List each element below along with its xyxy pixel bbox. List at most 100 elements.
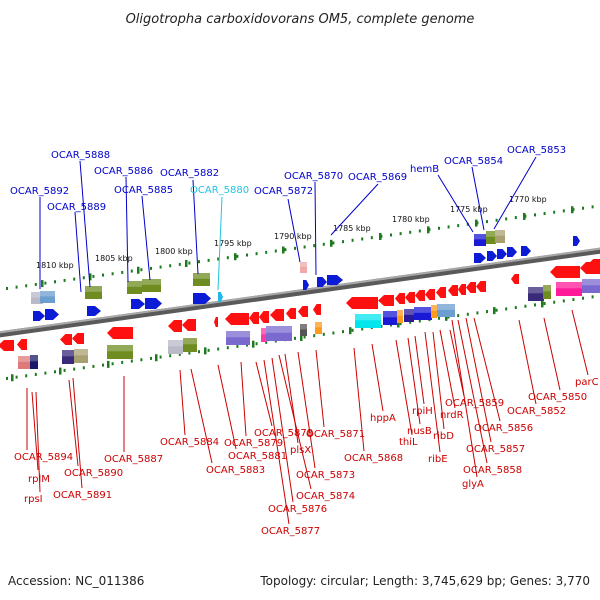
gene-arrow[interactable] [214,317,218,327]
gene-label[interactable]: OCAR_5870 [284,171,343,182]
domain-box[interactable] [495,230,505,243]
gene-label[interactable]: OCAR_5850 [528,392,587,403]
gene-label[interactable]: plsX [290,445,311,456]
domain-box[interactable] [226,331,250,345]
gene-label[interactable]: OCAR_5892 [10,186,69,197]
gene-arrow[interactable] [395,293,405,304]
gene-label[interactable]: OCAR_5883 [206,465,265,476]
domain-box[interactable] [62,350,74,364]
gene-label[interactable]: OCAR_5881 [228,451,287,462]
gene-arrow[interactable] [145,298,162,309]
domain-box[interactable] [397,310,403,323]
domain-box[interactable] [582,279,600,293]
gene-arrow[interactable] [218,292,223,302]
gene-label[interactable]: OCAR_5857 [466,444,525,455]
gene-label[interactable]: OCAR_5854 [444,156,503,167]
gene-arrow[interactable] [107,327,133,339]
gene-arrow[interactable] [405,292,415,303]
domain-box[interactable] [355,314,381,328]
gene-arrow[interactable] [507,247,517,257]
domain-box[interactable] [18,356,30,369]
gene-arrow[interactable] [72,333,84,344]
gene-arrow[interactable] [249,312,259,324]
gene-arrow[interactable] [168,320,182,332]
gene-arrow[interactable] [225,313,249,325]
gene-label[interactable]: glyA [462,479,484,490]
domain-box[interactable] [315,322,322,334]
domain-box[interactable] [183,338,197,352]
gene-label[interactable]: OCAR_5874 [296,491,355,502]
gene-arrow[interactable] [521,246,531,256]
reverse-gene-labels[interactable]: OCAR_5894 rplM rpsI OCAR_5890 OCAR_5891 OCAR_… [14,377,599,537]
gene-label[interactable]: hppA [370,413,396,424]
gene-label[interactable]: OCAR_5889 [47,202,106,213]
gene-arrow[interactable] [378,295,394,306]
gene-arrow[interactable] [466,282,476,293]
gene-label[interactable]: OCAR_5878 [254,428,313,439]
gene-label[interactable]: OCAR_5876 [268,504,327,515]
gene-arrow[interactable] [270,309,284,321]
domain-box[interactable] [74,349,88,363]
domain-box[interactable] [474,234,486,246]
domain-box[interactable] [107,345,133,359]
gene-arrow[interactable] [317,277,327,287]
domain-box[interactable] [168,340,183,354]
gene-label[interactable]: OCAR_5884 [160,437,219,448]
gene-arrow[interactable] [286,308,296,319]
gene-arrow[interactable] [511,274,519,284]
gene-arrow[interactable] [346,297,378,309]
gene-arrow[interactable] [87,306,101,316]
gene-arrow[interactable] [474,253,486,263]
gene-label[interactable]: OCAR_5877 [261,526,320,537]
gene-arrow[interactable] [415,290,425,301]
gene-label[interactable]: thiL [399,437,418,448]
gene-arrow[interactable] [436,287,446,298]
forward-gene-labels[interactable]: OCAR_5892 OCAR_5888 OCAR_5889 OCAR_5886 OCAR… [10,145,566,213]
gene-label[interactable]: OCAR_5885 [114,185,173,196]
gene-arrow[interactable] [182,319,196,331]
gene-label[interactable]: ribE [428,454,448,465]
gene-arrow[interactable] [327,275,343,285]
gene-label[interactable]: OCAR_5890 [64,468,123,479]
domain-box[interactable] [431,305,437,318]
gene-arrow[interactable] [193,293,211,304]
gene-label[interactable]: rpsI [24,494,43,505]
gene-arrow[interactable] [588,259,600,269]
gene-label[interactable]: OCAR_5869 [348,172,407,183]
domain-box[interactable] [127,281,142,294]
gene-label[interactable]: OCAR_5880 [190,185,249,196]
domain-box[interactable] [414,307,432,320]
gene-label[interactable]: OCAR_5859 [445,398,504,409]
gene-label[interactable]: OCAR_5894 [14,452,73,463]
gene-arrow[interactable] [0,340,14,351]
gene-label[interactable]: nrdR [440,410,464,421]
gene-arrow[interactable] [60,334,72,345]
gene-label[interactable]: OCAR_5858 [463,465,522,476]
gene-label[interactable]: parC [575,377,599,388]
gene-label[interactable]: OCAR_5853 [507,145,566,156]
gene-label[interactable]: OCAR_5887 [104,454,163,465]
domain-box[interactable] [404,309,414,322]
domain-box[interactable] [193,273,210,286]
domain-box[interactable] [486,231,496,244]
gene-label[interactable]: OCAR_5888 [51,150,110,161]
gene-label[interactable]: rpiH [412,406,433,417]
gene-arrow[interactable] [33,311,45,321]
gene-arrow[interactable] [303,280,309,290]
gene-arrow[interactable] [476,281,486,292]
gene-label[interactable]: ribD [433,431,454,442]
domain-box[interactable] [300,262,307,273]
domain-box[interactable] [266,326,292,341]
gene-label[interactable]: OCAR_5886 [94,166,153,177]
domain-box[interactable] [437,304,455,317]
gene-label[interactable]: OCAR_5871 [306,429,365,440]
gene-label[interactable]: OCAR_5891 [53,490,112,501]
domain-box[interactable] [383,311,397,325]
domain-box[interactable] [85,286,102,299]
gene-arrow[interactable] [550,266,580,278]
gene-label[interactable]: OCAR_5856 [474,423,533,434]
domain-box[interactable] [528,287,544,301]
domain-box[interactable] [261,328,267,342]
gene-arrow[interactable] [17,339,27,350]
gene-arrow[interactable] [573,236,580,246]
